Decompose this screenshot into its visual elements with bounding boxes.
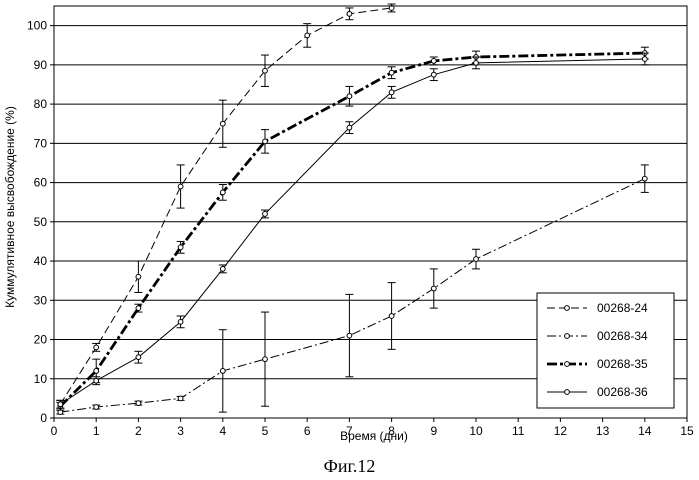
data-point xyxy=(347,333,352,338)
x-tick-label-0: 0 xyxy=(51,424,58,438)
data-point xyxy=(220,266,225,271)
data-point xyxy=(347,11,352,16)
data-point xyxy=(431,59,436,64)
data-point xyxy=(220,369,225,374)
legend-marker-00268-24 xyxy=(565,306,570,311)
data-point xyxy=(389,70,394,75)
data-point xyxy=(58,402,63,407)
data-point xyxy=(94,378,99,383)
data-point xyxy=(263,68,268,73)
legend-marker-00268-35 xyxy=(565,362,570,367)
data-point xyxy=(136,401,141,406)
data-point xyxy=(136,355,141,360)
legend-marker-00268-34 xyxy=(565,334,570,339)
y-tick-label-80: 80 xyxy=(34,97,48,111)
x-tick-label-10: 10 xyxy=(469,424,483,438)
data-point xyxy=(389,314,394,319)
legend-label-00268-34: 00268-34 xyxy=(597,329,648,343)
series-line-00268-24 xyxy=(60,8,391,404)
x-tick-label-2: 2 xyxy=(135,424,142,438)
data-point xyxy=(474,257,479,262)
data-point xyxy=(94,369,99,374)
x-axis-title: Время (дни) xyxy=(340,429,408,443)
y-axis-title: Куммулятивное высвобождение (%) xyxy=(3,106,17,308)
data-point xyxy=(178,396,183,401)
y-tick-label-60: 60 xyxy=(34,176,48,190)
data-point xyxy=(474,60,479,65)
x-tick-label-3: 3 xyxy=(177,424,184,438)
y-tick-label-10: 10 xyxy=(34,372,48,386)
x-tick-label-14: 14 xyxy=(638,424,652,438)
data-point xyxy=(220,121,225,126)
legend-label-00268-24: 00268-24 xyxy=(597,301,648,315)
data-point xyxy=(94,345,99,350)
data-point xyxy=(347,94,352,99)
data-point xyxy=(431,72,436,77)
x-tick-label-13: 13 xyxy=(596,424,610,438)
x-tick-label-15: 15 xyxy=(680,424,694,438)
data-point xyxy=(136,306,141,311)
data-point xyxy=(347,125,352,130)
data-point xyxy=(178,184,183,189)
y-tick-label-30: 30 xyxy=(34,293,48,307)
x-tick-label-1: 1 xyxy=(93,424,100,438)
data-point xyxy=(642,176,647,181)
y-tick-label-20: 20 xyxy=(34,333,48,347)
data-point xyxy=(178,319,183,324)
data-point xyxy=(136,274,141,279)
legend-label-00268-35: 00268-35 xyxy=(597,357,648,371)
legend-label-00268-36: 00268-36 xyxy=(597,385,648,399)
x-tick-label-4: 4 xyxy=(219,424,226,438)
data-point xyxy=(431,286,436,291)
legend-marker-00268-36 xyxy=(565,390,570,395)
data-point xyxy=(220,190,225,195)
y-tick-label-0: 0 xyxy=(40,411,47,425)
chart-canvas: 0102030405060708090100012345678910111213… xyxy=(0,0,699,452)
y-tick-label-40: 40 xyxy=(34,254,48,268)
data-point xyxy=(263,139,268,144)
data-point xyxy=(305,33,310,38)
y-tick-label-90: 90 xyxy=(34,58,48,72)
data-point xyxy=(94,405,99,410)
y-tick-label-50: 50 xyxy=(34,215,48,229)
x-tick-label-6: 6 xyxy=(304,424,311,438)
data-point xyxy=(263,212,268,217)
legend: 00268-24 00268-34 00268-35 00268-36 xyxy=(537,293,674,408)
x-tick-label-5: 5 xyxy=(262,424,269,438)
data-point xyxy=(642,57,647,62)
x-tick-label-12: 12 xyxy=(554,424,568,438)
data-point xyxy=(389,90,394,95)
x-tick-label-11: 11 xyxy=(512,424,525,438)
x-tick-label-9: 9 xyxy=(430,424,437,438)
y-tick-label-70: 70 xyxy=(34,136,48,150)
data-point xyxy=(263,357,268,362)
y-tick-label-100: 100 xyxy=(27,19,47,33)
data-point xyxy=(178,245,183,250)
figure-caption: Фиг.12 xyxy=(0,456,699,477)
